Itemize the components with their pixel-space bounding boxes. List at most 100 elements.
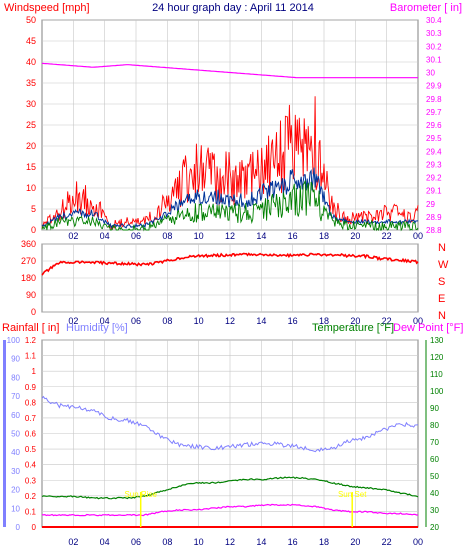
direction-panel-x-tick: 04 <box>100 316 110 326</box>
windspeed-y-tick: 15 <box>26 162 36 172</box>
barometer-line <box>41 62 418 79</box>
direction-panel-x-tick: 02 <box>68 316 78 326</box>
rainfall-y-tick: 0.7 <box>25 414 37 423</box>
barometer-y-tick: 30.3 <box>426 29 442 38</box>
windspeed-y-tick: 5 <box>31 204 36 214</box>
temperature-y-tick: 30 <box>430 506 439 515</box>
temperature-y-tick: 20 <box>430 523 439 532</box>
wind-panel-x-tick: 08 <box>162 231 172 241</box>
wind-panel-x-tick: 18 <box>319 231 329 241</box>
rainfall-y-tick: 0.4 <box>25 461 37 470</box>
barometer-y-tick: 29 <box>426 200 435 209</box>
direction-y-tick: 270 <box>21 256 36 266</box>
rainfall-y-tick: 0.3 <box>25 476 37 485</box>
climate-panel-x-tick: 00 <box>413 537 423 547</box>
temperature-axis-title: Temperature [°F] <box>312 322 394 334</box>
climate-panel-x-tick: 20 <box>350 537 360 547</box>
barometer-y-tick: 29.9 <box>426 82 442 91</box>
rainfall-y-tick: 0.2 <box>25 492 37 501</box>
humidity-y-tick: 30 <box>11 467 20 476</box>
direction-panel-x-tick: 10 <box>194 316 204 326</box>
wind-panel-x-tick: 22 <box>382 231 392 241</box>
humidity-y-tick: 80 <box>11 373 20 382</box>
climate-panel-x-tick: 08 <box>162 537 172 547</box>
direction-panel-x-tick: 08 <box>162 316 172 326</box>
wind-avg-line <box>41 167 419 230</box>
barometer-y-tick: 29.6 <box>426 121 442 130</box>
climate-panel-x-tick: 18 <box>319 537 329 547</box>
temperature-y-tick: 40 <box>430 489 439 498</box>
climate-panel-x-tick: 02 <box>68 537 78 547</box>
humidity-y-tick: 50 <box>11 430 20 439</box>
barometer-y-tick: 29.5 <box>426 134 442 143</box>
rainfall-y-tick: 0.6 <box>25 430 37 439</box>
temperature-y-tick: 80 <box>430 421 439 430</box>
wind-panel-x-tick: 16 <box>288 231 298 241</box>
temperature-y-tick: 120 <box>430 353 444 362</box>
barometer-y-tick: 28.9 <box>426 213 442 222</box>
rainfall-y-tick: 1 <box>32 367 37 376</box>
compass-tick: N <box>438 242 446 254</box>
windspeed-y-tick: 20 <box>26 141 36 151</box>
barometer-y-tick: 30 <box>426 69 435 78</box>
barometer-y-tick: 30.1 <box>426 55 442 64</box>
sunset-label: Sun Set <box>338 490 367 499</box>
wind-panel-x-tick: 10 <box>194 231 204 241</box>
temperature-y-tick: 130 <box>430 336 444 345</box>
sunrise-label: Sun Rise <box>124 490 157 499</box>
direction-y-tick: 180 <box>21 273 36 283</box>
direction-panel-x-tick: 12 <box>225 316 235 326</box>
windspeed-y-tick: 25 <box>26 120 36 130</box>
rainfall-y-tick: 0.8 <box>25 398 37 407</box>
barometer-y-tick: 29.8 <box>426 95 442 104</box>
barometer-y-tick: 29.2 <box>426 174 442 183</box>
temperature-y-tick: 50 <box>430 472 439 481</box>
barometer-axis-title: Barometer [ in] <box>390 2 462 14</box>
humidity-axis-title: Humidity [%] <box>66 322 128 334</box>
humidity-axis-bar <box>3 340 6 527</box>
compass-tick: E <box>438 293 445 305</box>
humidity-y-tick: 0 <box>16 523 21 532</box>
direction-y-tick: 360 <box>21 239 36 249</box>
dewpoint-axis-title: Dew Point [°F] <box>393 322 463 334</box>
wind-panel-x-tick: 14 <box>256 231 266 241</box>
barometer-y-tick: 29.1 <box>426 187 442 196</box>
temperature-line <box>41 476 419 500</box>
temperature-y-tick: 60 <box>430 455 439 464</box>
temperature-y-tick: 110 <box>430 370 443 379</box>
direction-panel-x-tick: 00 <box>413 316 423 326</box>
windspeed-y-tick: 35 <box>26 78 36 88</box>
humidity-y-tick: 10 <box>11 504 20 513</box>
climate-panel-x-tick: 10 <box>194 537 204 547</box>
windspeed-y-tick: 40 <box>26 57 36 67</box>
chart-title: 24 hour graph day : April 11 2014 <box>152 2 314 14</box>
temperature-y-tick: 90 <box>430 404 439 413</box>
climate-panel-x-tick: 14 <box>256 537 266 547</box>
rainfall-y-tick: 0 <box>32 523 37 532</box>
wind-panel-x-tick: 06 <box>131 231 141 241</box>
rainfall-axis-title: Rainfall [ in] <box>2 322 59 334</box>
barometer-y-tick: 30.2 <box>426 42 442 51</box>
rainfall-y-tick: 0.9 <box>25 383 37 392</box>
humidity-y-tick: 40 <box>11 448 20 457</box>
climate-panel-x-tick: 22 <box>382 537 392 547</box>
compass-tick: W <box>438 259 449 271</box>
wind-panel-x-tick: 00 <box>413 231 423 241</box>
rainfall-y-tick: 1.2 <box>25 336 37 345</box>
rainfall-y-tick: 1.1 <box>25 352 37 361</box>
humidity-line <box>41 395 419 453</box>
wind-panel-x-tick: 04 <box>100 231 110 241</box>
climate-panel-x-tick: 06 <box>131 537 141 547</box>
barometer-y-tick: 29.4 <box>426 147 442 156</box>
windspeed-y-tick: 50 <box>26 15 36 25</box>
wind-panel-x-tick: 20 <box>350 231 360 241</box>
windspeed-y-tick: 45 <box>26 36 36 46</box>
wind-panel-x-tick: 02 <box>68 231 78 241</box>
humidity-y-tick: 70 <box>11 392 20 401</box>
direction-panel-x-tick: 22 <box>382 316 392 326</box>
wind-direction-line <box>41 252 419 276</box>
barometer-y-tick: 29.7 <box>426 108 442 117</box>
wind-low-line <box>41 180 419 232</box>
dew-point-line <box>41 503 418 517</box>
